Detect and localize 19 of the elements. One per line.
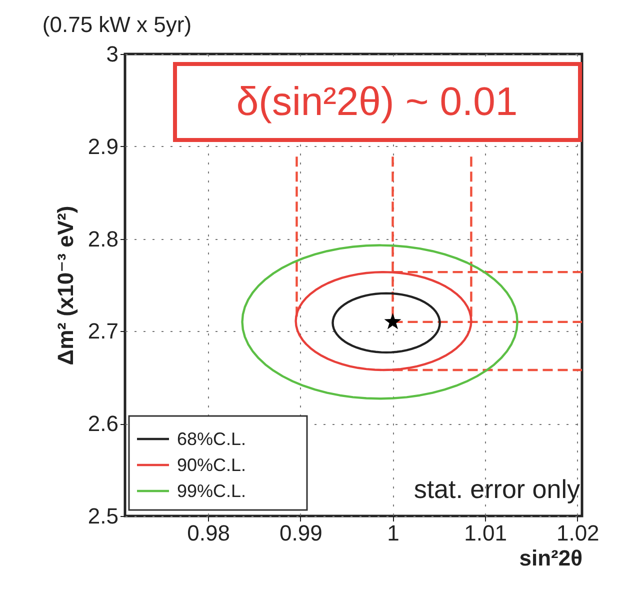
y-tick-label: 2.5: [88, 504, 118, 528]
y-tick-label: 2.7: [88, 318, 118, 344]
x-tick-label: 1.01: [464, 520, 507, 546]
y-tick-label: 2.9: [88, 134, 118, 159]
annotation: 68%C.L.: [177, 429, 246, 449]
y-tick-label: 2.6: [88, 411, 118, 436]
y-tick-label: 3: [106, 42, 118, 66]
annotation: 99%C.L.: [177, 481, 246, 501]
x-axis-title: sin²2θ: [519, 546, 582, 570]
x-tick-label: 1: [387, 520, 400, 546]
x-tick-label: 0.98: [187, 520, 230, 546]
y-axis-title: Δm² (x10⁻³ eV²): [52, 206, 78, 366]
annotation: stat. error only: [414, 474, 580, 504]
x-tick-label: 1.02: [556, 520, 600, 546]
annotation: δ(sin²2θ) ~ 0.01: [236, 80, 518, 124]
chart-title: (0.75 kW x 5yr): [42, 12, 192, 37]
annotation: 90%C.L.: [177, 455, 246, 475]
x-tick-label: 0.99: [280, 520, 322, 546]
y-tick-label: 2.8: [88, 226, 118, 252]
